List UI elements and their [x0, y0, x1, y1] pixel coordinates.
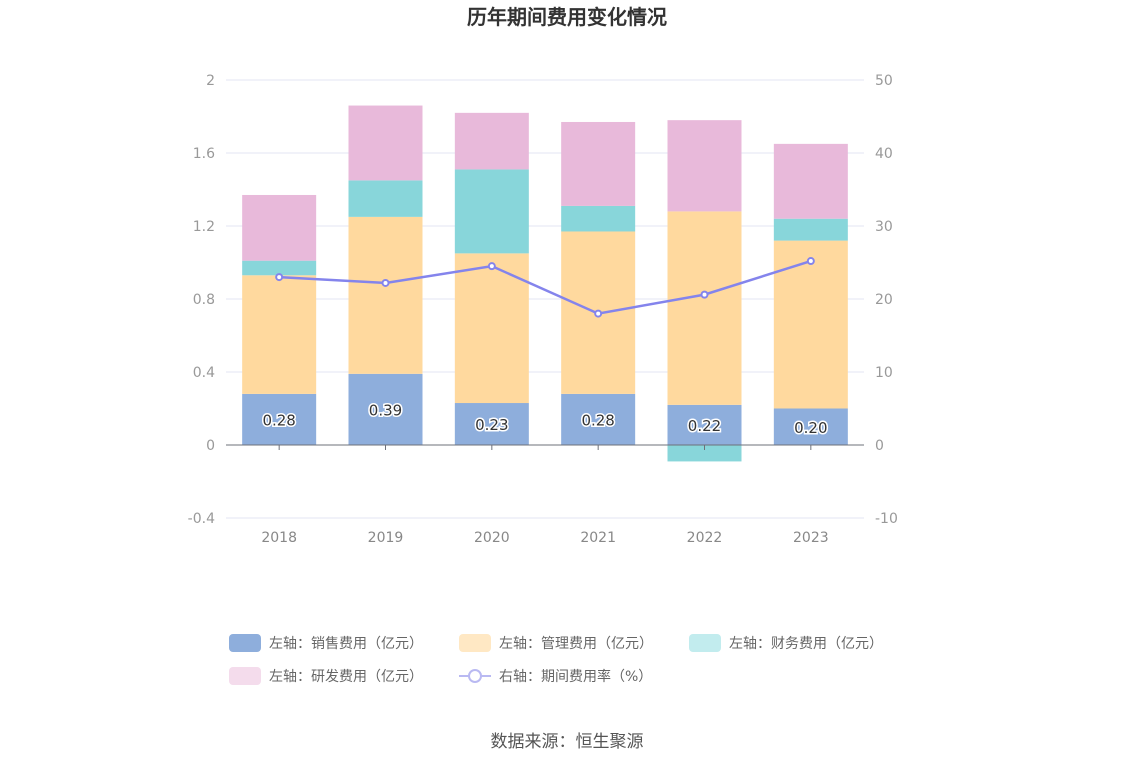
- bar: [242, 275, 317, 394]
- bar: [242, 393, 317, 445]
- legend-marker: [468, 669, 482, 683]
- rate-point: [594, 309, 603, 318]
- left-tick-label: -0.4: [188, 511, 215, 527]
- bar: [454, 403, 529, 445]
- rate-point: [381, 278, 390, 287]
- x-tick-label: 2021: [580, 530, 616, 546]
- bar-labels: 0.28 0.39 0.23 0.28 0.22 0.20: [261, 400, 829, 438]
- bar: [667, 211, 742, 405]
- bar: [242, 260, 317, 276]
- rate-point: [487, 262, 496, 271]
- bar: [348, 373, 423, 445]
- right-tick-label: 30: [875, 219, 893, 235]
- rate-point: [806, 257, 815, 266]
- grid-lines: [226, 79, 864, 519]
- bar: [561, 121, 636, 206]
- bar: [348, 105, 423, 181]
- right-axis-ticks: -10 0 10 20 30 40 50: [875, 73, 898, 527]
- legend-item: 左轴：研发费用（亿元）: [229, 667, 423, 685]
- bar: [348, 216, 423, 374]
- bar: [454, 112, 529, 170]
- legend-swatch: [229, 634, 261, 652]
- x-tick-label: 2018: [261, 530, 297, 546]
- right-tick-label: 0: [875, 438, 884, 454]
- left-axis-ticks: -0.4 0 0.4 0.8 1.2 1.6 2: [188, 73, 215, 527]
- left-tick-label: 0.4: [193, 365, 215, 381]
- bar: [561, 205, 636, 232]
- left-tick-label: 2: [206, 73, 215, 89]
- bar-data-label: 0.39: [369, 401, 402, 419]
- chart-title: 历年期间费用变化情况: [467, 5, 667, 29]
- legend-item: 左轴：管理费用（亿元）: [459, 634, 653, 652]
- bar-data-label: 0.23: [475, 416, 508, 434]
- rate-line: [279, 259, 812, 315]
- legend: 左轴：销售费用（亿元） 左轴：管理费用（亿元） 左轴：财务费用（亿元） 左轴：研发费用…: [229, 634, 883, 685]
- legend-swatch: [459, 634, 491, 652]
- x-tick-label: 2023: [793, 530, 829, 546]
- legend-swatch: [689, 634, 721, 652]
- bar: [348, 180, 423, 217]
- x-tick-label: 2020: [474, 530, 510, 546]
- legend-swatch: [229, 667, 261, 685]
- bar: [667, 404, 742, 445]
- bar: [773, 240, 848, 409]
- legend-label: 左轴：销售费用（亿元）: [269, 636, 423, 652]
- right-tick-label: -10: [875, 511, 898, 527]
- x-tick-label: 2022: [687, 530, 723, 546]
- right-tick-label: 20: [875, 292, 893, 308]
- x-axis-ticks: 2018 2019 2020 2021 2022 2023: [261, 530, 828, 546]
- legend-label: 左轴：财务费用（亿元）: [729, 636, 883, 652]
- left-tick-label: 0: [206, 438, 215, 454]
- bar: [667, 445, 742, 462]
- bar: [242, 194, 317, 261]
- left-tick-label: 1.2: [193, 219, 215, 235]
- bar: [773, 408, 848, 445]
- bars: [242, 105, 848, 462]
- bar-data-label: 0.22: [688, 417, 721, 435]
- right-tick-label: 40: [875, 146, 893, 162]
- legend-item: 左轴：销售费用（亿元）: [229, 634, 423, 652]
- left-tick-label: 1.6: [193, 146, 215, 162]
- bar: [561, 393, 636, 445]
- bar: [667, 120, 742, 212]
- right-tick-label: 10: [875, 365, 893, 381]
- bar-data-label: 0.20: [794, 419, 827, 437]
- rate-point: [700, 290, 709, 299]
- source-text: 数据来源：恒生聚源: [491, 732, 644, 752]
- bar: [454, 253, 529, 404]
- bar-data-label: 0.28: [581, 411, 614, 429]
- legend-label: 右轴：期间费用率（%）: [499, 668, 652, 685]
- legend-label: 左轴：研发费用（亿元）: [269, 669, 423, 685]
- x-tick-label: 2019: [368, 530, 404, 546]
- legend-label: 左轴：管理费用（亿元）: [499, 636, 653, 652]
- legend-item: 右轴：期间费用率（%）: [459, 668, 652, 685]
- left-tick-label: 0.8: [193, 292, 215, 308]
- legend-item: 左轴：财务费用（亿元）: [689, 634, 883, 652]
- x-axis: [226, 444, 864, 450]
- rate-point: [275, 273, 284, 282]
- bar: [773, 143, 848, 219]
- bar: [454, 169, 529, 254]
- bar-data-label: 0.28: [262, 411, 295, 429]
- right-tick-label: 50: [875, 73, 893, 89]
- bar: [773, 218, 848, 241]
- rate-line-series: [275, 257, 815, 318]
